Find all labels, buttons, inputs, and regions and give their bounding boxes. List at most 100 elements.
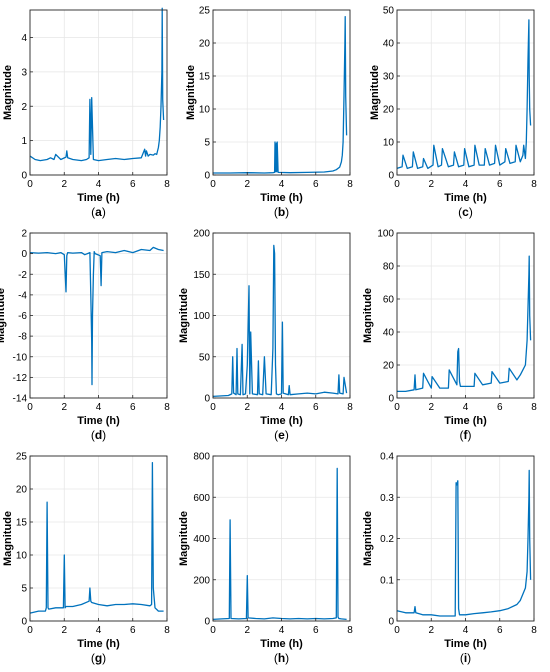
x-tick-label: 2 [244,179,250,190]
panel-label: (c) [458,205,473,219]
x-axis-label: Time (h) [260,638,303,650]
x-tick-label: 4 [279,179,285,190]
x-tick-label: 2 [61,179,67,190]
y-tick-label: 0 [21,249,27,260]
x-tick-label: 2 [61,402,67,413]
x-tick-label: 0 [27,402,33,413]
y-axis-label: Magnitude [369,65,381,120]
y-tick-label: 0 [21,171,27,182]
x-tick-label: 6 [313,625,319,636]
x-tick-label: 4 [96,625,102,636]
y-tick-label: 50 [199,352,211,363]
series-line [213,15,348,174]
y-tick-label: 0 [204,171,210,182]
x-tick-label: 0 [27,625,33,636]
x-tick-label: 4 [96,402,102,413]
x-tick-label: 2 [61,625,67,636]
panel-label: (d) [91,428,106,442]
y-tick-label: 15 [16,518,28,529]
x-tick-label: 6 [130,179,136,190]
y-tick-label: -10 [13,352,28,363]
panel-g: 0 2 4 6 8 0 5 10 15 20 25 Time (h) Magnitude (g) [2,452,170,666]
x-tick-label: 2 [428,179,434,190]
y-axis-label: Magnitude [362,511,374,566]
y-tick-label: 200 [193,575,210,586]
series-line [29,461,164,614]
y-tick-label: 0.2 [380,534,394,545]
y-tick-label: -2 [18,270,27,281]
x-tick-label: 6 [130,402,136,413]
y-tick-label: 40 [383,39,395,50]
y-tick-label: -8 [18,332,27,343]
panel-h: 0 2 4 6 8 0 200 400 600 800 Time (h) Magnitude (h) [178,452,353,666]
series-line [396,469,532,617]
series-line [212,244,348,398]
series-line [29,7,165,162]
y-tick-label: 60 [383,295,395,306]
x-tick-label: 8 [347,625,353,636]
x-tick-label: 8 [531,625,537,636]
x-axis-label: Time (h) [444,415,487,427]
y-tick-label: 10 [199,105,211,116]
panel-a: 0 2 4 6 8 0 1 2 3 4 Time (h) Magnitude (a) [2,7,170,219]
x-tick-label: 4 [463,179,469,190]
panel-d: 0 2 4 6 8 -14 -12 -10 -8 -6 -4 -2 0 2 Time (h) Magnitud… [0,229,170,443]
x-axis-label: Time (h) [260,192,303,204]
x-tick-label: 6 [313,402,319,413]
panel-i: 0 2 4 6 8 0 0.1 0.2 0.3 0.4 Time (h) Magnitude (i) [362,452,537,666]
y-tick-label: 400 [193,534,210,545]
y-tick-label: 20 [199,39,211,50]
x-tick-label: 0 [394,625,400,636]
x-tick-label: 8 [164,625,170,636]
panel-label: (g) [91,651,106,665]
y-tick-label: 0.1 [380,575,394,586]
panel-label: (e) [274,428,289,442]
y-axis-label: Magnitude [178,511,190,566]
x-tick-label: 8 [347,179,353,190]
y-tick-label: 0 [388,394,394,405]
x-tick-label: 4 [463,625,469,636]
y-tick-label: 0.3 [380,493,394,504]
panel-c: 0 2 4 6 8 0 10 20 30 40 50 Time (h) Magnitude (c) [369,6,537,220]
x-tick-label: 6 [130,625,136,636]
x-tick-label: 6 [497,625,503,636]
panel-label: (a) [91,205,106,219]
x-tick-label: 0 [394,179,400,190]
y-axis-label: Magnitude [185,65,197,120]
x-tick-label: 2 [244,625,250,636]
y-tick-label: 3 [21,67,27,78]
y-tick-label: 0 [21,617,27,628]
y-tick-label: 600 [193,493,210,504]
y-tick-label: 25 [199,6,211,17]
y-tick-label: 0 [388,171,394,182]
y-tick-label: 5 [204,138,210,149]
y-tick-label: 10 [383,138,395,149]
y-tick-label: 20 [383,105,395,116]
panel-label: (h) [274,651,289,665]
y-tick-label: -12 [13,373,28,384]
y-tick-label: 1 [21,136,27,147]
y-tick-label: 15 [199,72,211,83]
x-axis-label: Time (h) [444,192,487,204]
x-tick-label: 2 [244,402,250,413]
y-tick-label: 0.4 [380,452,394,463]
x-axis-label: Time (h) [77,192,120,204]
x-axis-label: Time (h) [260,415,303,427]
x-tick-label: 6 [313,179,319,190]
y-tick-label: 20 [16,485,28,496]
y-tick-label: 2 [21,229,27,240]
y-tick-label: -6 [18,311,27,322]
y-axis-label: Magnitude [2,511,14,566]
y-tick-label: 25 [16,452,28,463]
x-tick-label: 8 [164,402,170,413]
y-tick-label: 0 [388,617,394,628]
y-tick-label: 2 [21,102,27,113]
y-axis-label: Magnitude [362,288,374,343]
y-tick-label: 10 [16,551,28,562]
x-tick-label: 0 [394,402,400,413]
x-tick-label: 0 [27,179,33,190]
y-tick-label: 50 [383,6,395,17]
x-tick-label: 8 [531,402,537,413]
x-tick-label: 6 [497,402,503,413]
